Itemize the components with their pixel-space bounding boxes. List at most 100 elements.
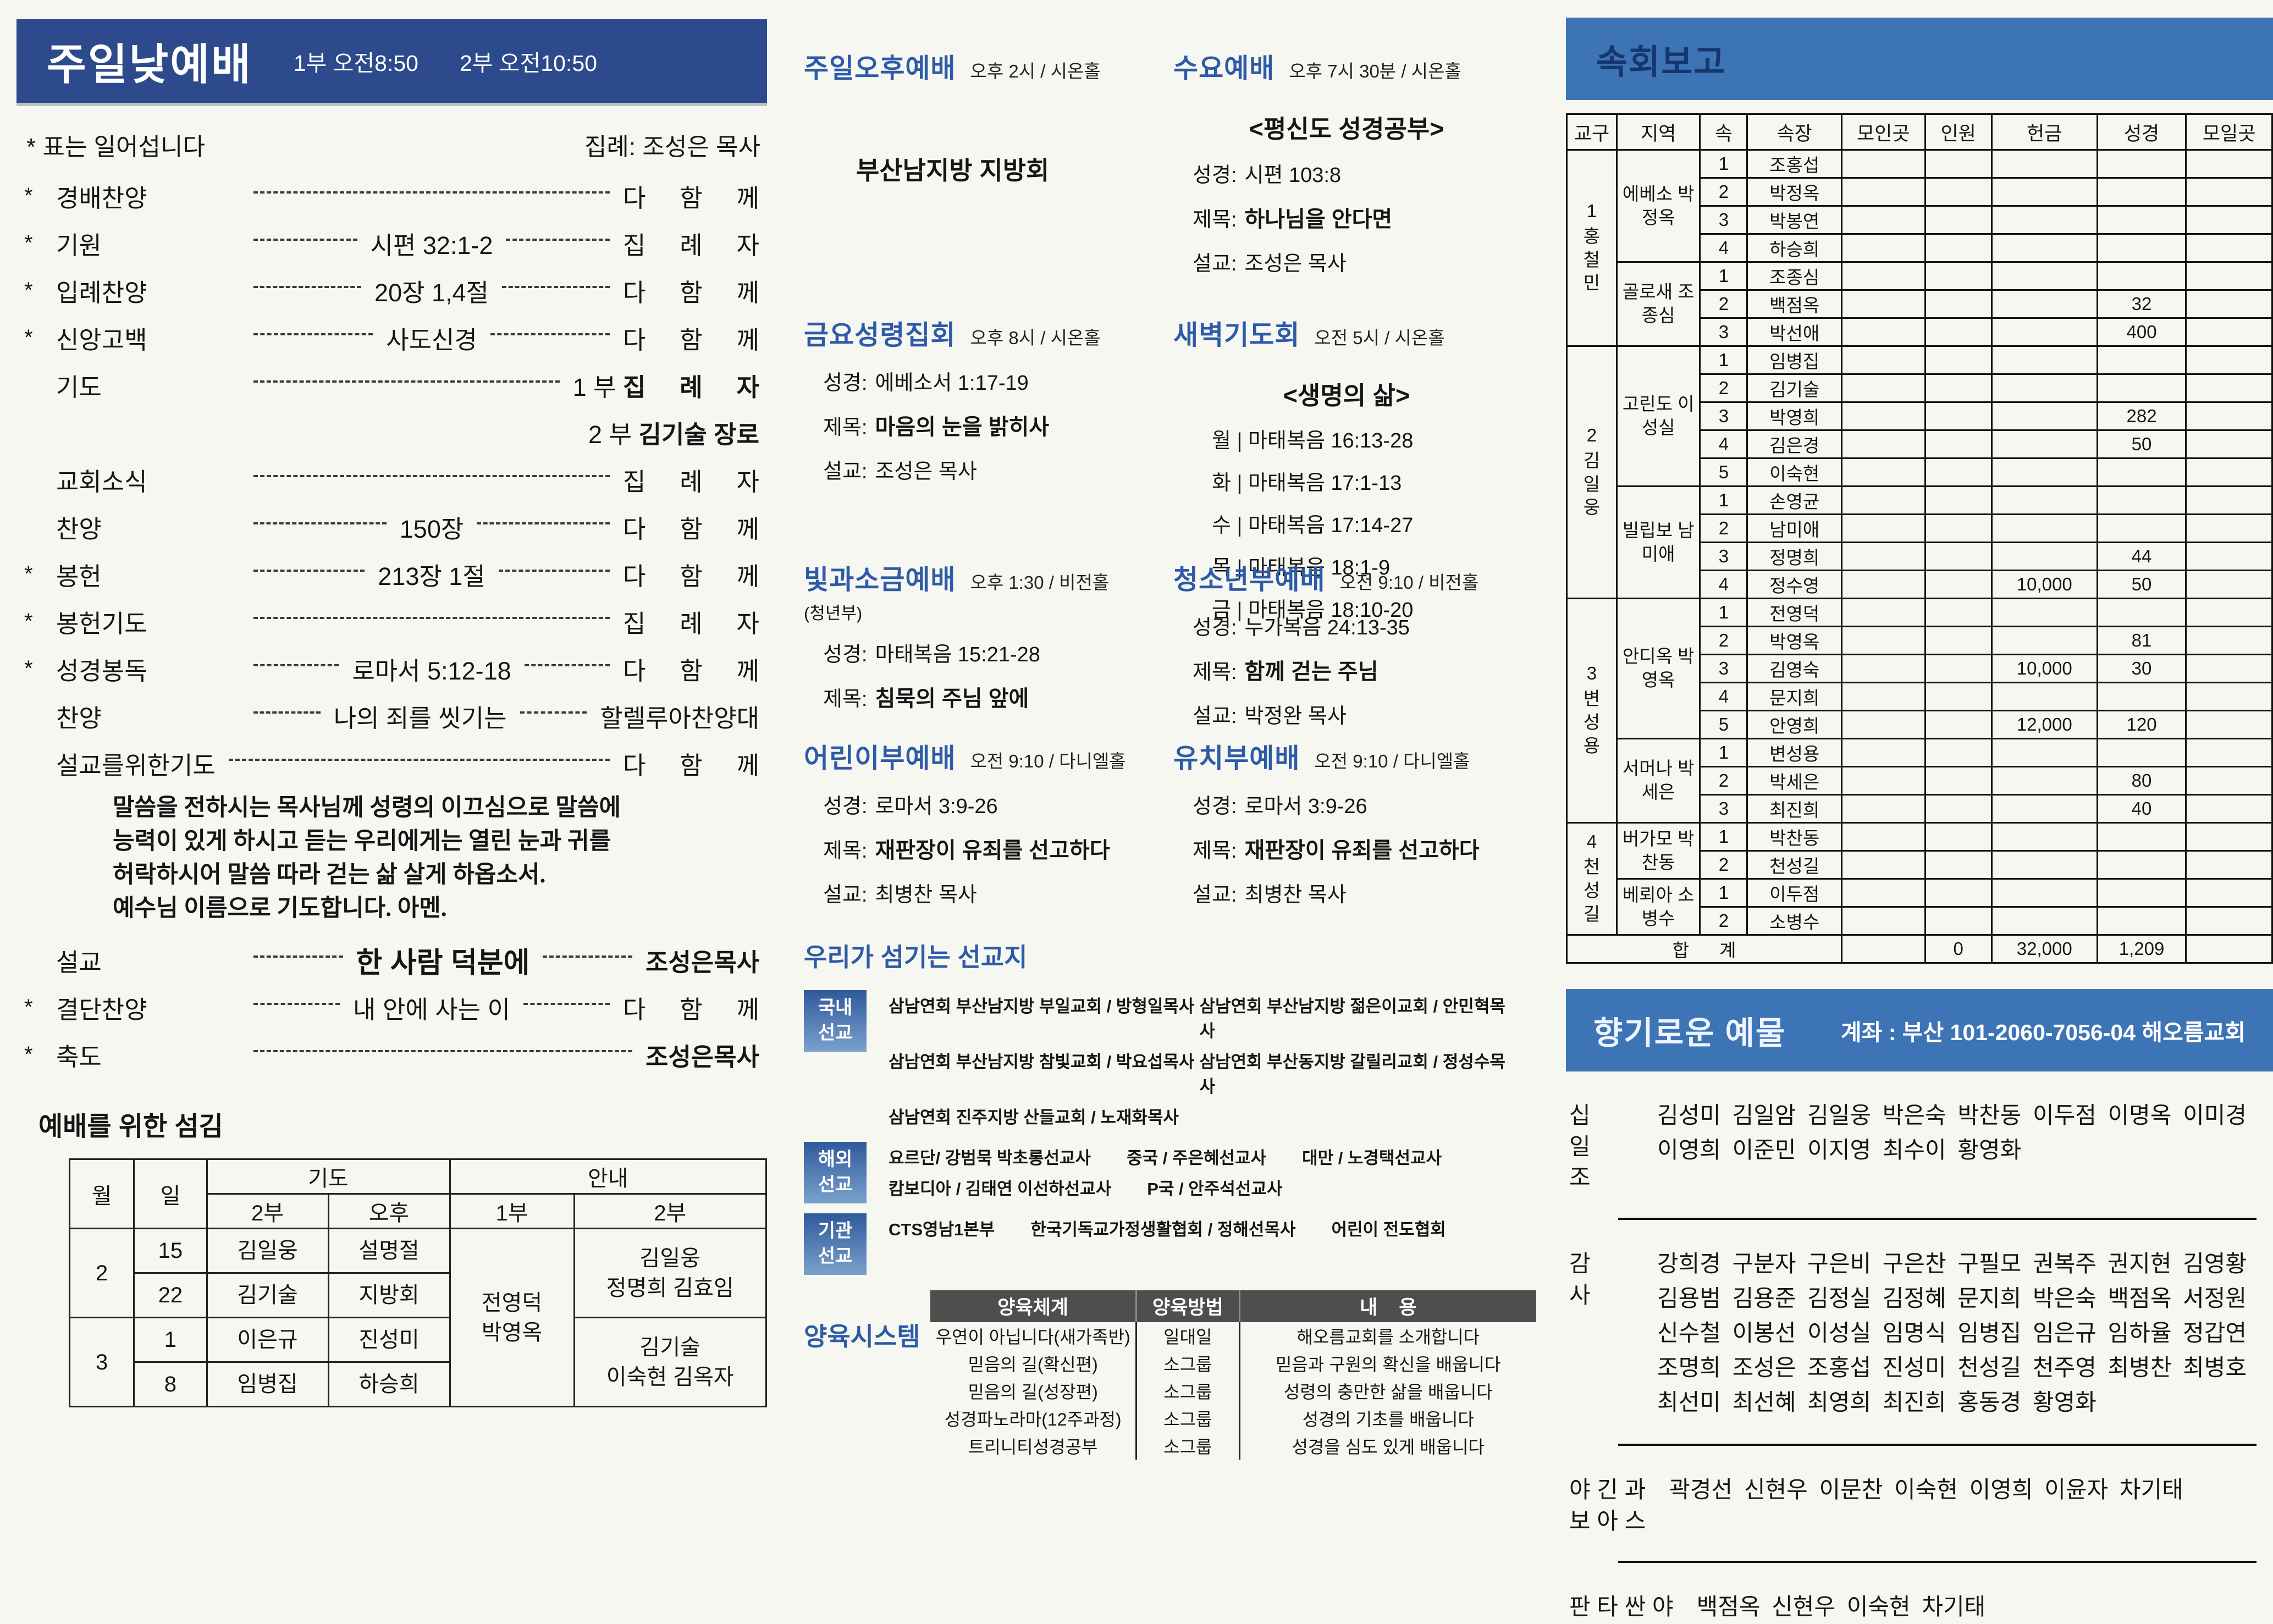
detail-key: 설교: xyxy=(1193,705,1237,728)
nurture-cell: 트리니티성경공부 xyxy=(968,1437,1098,1457)
report-cell xyxy=(2096,513,2187,543)
note-row: * 표는 일어섭니다 집례: 조성은 목사 xyxy=(26,127,760,162)
report-cell xyxy=(2185,177,2273,207)
report-cell: 81 xyxy=(2096,626,2187,655)
report-region: 빌립보 남미애 xyxy=(1615,485,1701,599)
mission-row: 삼남연회 진주지방 산들교회 / 노재화목사 xyxy=(889,1103,1536,1128)
report-cell xyxy=(2096,738,2187,767)
nurture-cell: 성경을 심도 있게 배웁니다 xyxy=(1238,1432,1536,1460)
report-col-header: 속장 xyxy=(1746,113,1843,151)
detail-key: 제목: xyxy=(823,839,868,863)
report-row: 4 김은경 50 xyxy=(1567,429,2273,459)
report-cell xyxy=(2185,429,2273,459)
nurture-row: 믿음의 길(확신편) 소그룹 믿음과 구원의 확신을 배웁니다 xyxy=(930,1349,1536,1377)
service-detail-line: 설교: 최병찬 목사 xyxy=(1193,877,1536,908)
order-item-detail: 20장 1,4절 xyxy=(374,278,489,307)
service-detail-line: 설교: 박정완 목사 xyxy=(1193,699,1536,729)
service-detail-line: 성경: 로마서 3:9-26 xyxy=(1193,789,1536,819)
serving-prayer-2bu: 이은규 xyxy=(206,1317,329,1363)
report-cell: 소병수 xyxy=(1746,906,1843,936)
order-item-leader: 집 례 자 xyxy=(623,231,759,259)
order-row: 찬양 150장 다 함 께 xyxy=(16,503,767,550)
serving-day: 8 xyxy=(133,1361,208,1408)
report-cell xyxy=(1924,878,1993,908)
report-row: 4 천성길 버가모 박찬동 1 박찬동 xyxy=(1566,822,2273,936)
serving-day: 1 xyxy=(133,1317,208,1363)
order-row: 찬양 나의 죄를 씻기는 할렐루아찬양대 xyxy=(16,692,767,739)
service-detail-line: 성경: 에베소서 1:17-19 xyxy=(823,366,1173,396)
dash-line xyxy=(506,239,610,241)
offering-header: 향기로운 예물 계좌 : 부산 101-2060-7056-04 해오름교회 xyxy=(1566,989,2273,1071)
dash-line xyxy=(253,955,343,958)
order-row: * 결단찬양 내 안에 사는 이 다 함 께 xyxy=(16,984,767,1031)
dash-line xyxy=(253,1003,340,1006)
nurture-cell: 소그룹 xyxy=(1135,1404,1239,1432)
report-cell xyxy=(1924,766,1993,796)
service-section: 청소년부예배 오전 9:10 / 비전홀 성경: 누가복음 24:13-35 제목: 함께… xyxy=(1173,558,1536,737)
report-row: 3 변성용 안디옥 박영옥 1 전영덕 xyxy=(1566,598,2273,824)
report-cell: 2 xyxy=(1699,906,1748,936)
order-row: * 성경봉독 로마서 5:12-18 다 함 께 xyxy=(16,645,767,692)
serving-row: 3 1 이은규 진성미 김기술 이숙현 김옥자 xyxy=(68,1317,767,1408)
nurture-row: 성경파노라마(12주과정) 소그룹 성경의 기초를 배웁니다 xyxy=(930,1404,1536,1432)
mission-item: P국 / 안주석선교사 xyxy=(1147,1179,1283,1198)
report-cell: 박정옥 xyxy=(1746,177,1843,207)
service-detail-line: 제목: 재판장이 유죄를 선고하다 xyxy=(1193,832,1536,864)
report-cell xyxy=(1924,429,1993,459)
report-col-header: 성경 xyxy=(2096,113,2187,151)
report-cell xyxy=(1841,822,1926,852)
detail-value: 최병찬 목사 xyxy=(1244,883,1347,907)
report-cell xyxy=(1841,317,1926,347)
report-cell: 최진희 xyxy=(1746,794,1843,824)
report-cell xyxy=(1924,261,1993,291)
service-section-time: 오후 1:30 / 비전홀 xyxy=(970,572,1110,593)
report-cell: 2 xyxy=(1699,850,1748,880)
serving-col-header: 월 xyxy=(68,1158,135,1230)
report-cell: 5 xyxy=(1699,457,1748,487)
report-cell: 1 xyxy=(1699,485,1748,515)
report-cell xyxy=(1841,682,1926,711)
detail-key: 성경: xyxy=(823,643,868,666)
mission-group: 국내 선교 삼남연회 부산남지방 부일교회 / 방형일목사 삼남연회 부산남지방 젊… xyxy=(804,990,1536,1134)
report-cell: 박세은 xyxy=(1746,766,1843,796)
report-cell: 천성길 xyxy=(1746,850,1843,880)
report-region: 에베소 박정옥 xyxy=(1615,149,1701,263)
nurture-table-head: 양육체계 양육방법 내 용 xyxy=(930,1290,1536,1322)
report-cell: 4 xyxy=(1699,570,1748,599)
service-section-head: 금요성령집회 오후 8시 / 시온홀 xyxy=(804,313,1173,352)
order-item-detail: 나의 죄를 씻기는 xyxy=(333,704,507,732)
report-cell: 282 xyxy=(2096,401,2187,431)
mission-rows: 요르단/ 강범묵 박초롱선교사 중국 / 주은혜선교사 대만 / 노경택선교사 캄보디… xyxy=(889,1142,1536,1206)
report-cell: 44 xyxy=(2096,542,2187,571)
serving-month: 2 xyxy=(68,1228,135,1319)
report-cell: 50 xyxy=(2096,429,2187,459)
service-section: 어린이부예배 오전 9:10 / 다니엘홀 성경: 로마서 3:9-26 제목: 재판장이… xyxy=(804,737,1173,937)
order-item-leader: 다 함 께 xyxy=(623,515,760,543)
report-row: 2 김일웅 고린도 이성실 1 임병집 xyxy=(1566,345,2273,599)
report-cell: 30 xyxy=(2096,654,2187,683)
report-cell xyxy=(2096,485,2187,515)
district-number: 2 xyxy=(1586,424,1597,445)
order-item-leader: 조성은목사 xyxy=(645,1042,759,1071)
report-cell xyxy=(2096,177,2187,207)
report-cell xyxy=(1841,345,1926,375)
mission-item: 삼남연회 진주지방 산들교회 / 노재화목사 xyxy=(889,1108,1179,1127)
dash-line xyxy=(253,475,610,477)
stand-asterisk: * xyxy=(24,1042,33,1067)
report-column: 속회보고 교구 지역 속 속장 모인곳 인원 헌금 성경 모일곳 1 홍철민 에베소 박정옥 1 조홍섭 2… xyxy=(1565,0,2273,1624)
order-item-leader: 다 함 께 xyxy=(623,656,760,685)
report-cell xyxy=(2185,289,2273,319)
dash-line xyxy=(520,711,587,714)
stand-asterisk: * xyxy=(24,609,33,633)
report-cell xyxy=(1841,626,1926,655)
order-item-label: 봉헌 xyxy=(56,562,102,590)
report-cell xyxy=(1841,850,1926,880)
order-item-label: 축도 xyxy=(56,1042,102,1071)
report-cell: 4 xyxy=(1699,233,1748,263)
service-section-title: 금요성령집회 xyxy=(804,321,956,350)
report-total-row: 합 계 0 32,000 1,209 xyxy=(1565,934,2273,964)
report-col-header: 헌금 xyxy=(1990,113,2098,151)
report-cell xyxy=(1924,822,1993,852)
report-cell xyxy=(2185,570,2273,599)
detail-key: 성경: xyxy=(823,795,868,818)
